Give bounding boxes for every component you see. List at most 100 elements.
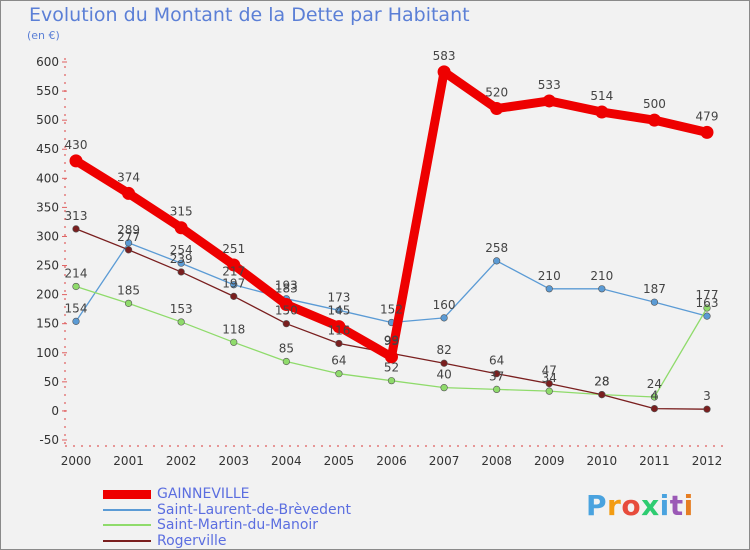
data-point xyxy=(124,246,133,254)
data-point xyxy=(437,65,451,79)
data-label: 173 xyxy=(327,290,350,304)
data-label: 197 xyxy=(222,276,245,290)
data-label: 583 xyxy=(433,49,456,63)
data-label: 82 xyxy=(436,343,451,357)
data-label: 34 xyxy=(542,371,557,385)
x-tick-label: 2006 xyxy=(376,454,407,468)
y-tick-label: 350 xyxy=(36,200,59,214)
chart-title: Evolution du Montant de la Dette par Hab… xyxy=(29,4,470,26)
data-point xyxy=(177,268,185,276)
data-point xyxy=(545,285,553,293)
data-label: 3 xyxy=(703,389,711,403)
data-point xyxy=(440,384,448,392)
data-point xyxy=(387,377,396,385)
data-label: 47 xyxy=(542,364,557,378)
y-tick-label: 150 xyxy=(36,317,59,331)
data-label: 145 xyxy=(327,304,350,318)
data-label: 289 xyxy=(117,223,140,237)
logo-letter: i xyxy=(659,489,670,522)
legend-item: GAINNEVILLE xyxy=(103,487,250,501)
data-point xyxy=(595,105,609,119)
y-tick-label: 500 xyxy=(36,113,59,127)
data-point xyxy=(72,225,80,233)
data-label: 254 xyxy=(170,243,193,257)
legend-swatch xyxy=(103,489,151,499)
data-label: 154 xyxy=(65,301,88,315)
data-label: 52 xyxy=(384,361,399,375)
data-label: 313 xyxy=(65,209,88,223)
data-point xyxy=(703,312,711,320)
legend-label: Rogerville xyxy=(157,532,227,549)
data-label: 500 xyxy=(643,97,666,111)
chart-subtitle: (en €) xyxy=(27,29,60,42)
x-tick-label: 2009 xyxy=(534,454,565,468)
data-label: 64 xyxy=(331,354,346,368)
data-point xyxy=(335,306,343,314)
data-label: 514 xyxy=(590,89,613,103)
data-label: 520 xyxy=(485,86,508,100)
data-label: 315 xyxy=(170,205,193,219)
data-point xyxy=(282,320,290,328)
x-tick-label: 2007 xyxy=(429,454,460,468)
data-label: 28 xyxy=(594,375,609,389)
data-point xyxy=(703,304,711,312)
data-point xyxy=(69,154,83,168)
y-tick-label: 300 xyxy=(36,229,59,243)
data-point xyxy=(493,370,501,378)
data-point xyxy=(545,387,553,395)
data-point xyxy=(335,370,343,378)
data-label: 118 xyxy=(222,322,245,336)
y-tick-label: 400 xyxy=(36,171,59,185)
x-tick-label: 2003 xyxy=(218,454,249,468)
data-point xyxy=(647,113,661,127)
y-tick-label: -50 xyxy=(39,433,59,447)
logo-letter: t xyxy=(669,489,684,522)
data-label: 193 xyxy=(275,279,298,293)
x-tick-label: 2005 xyxy=(324,454,355,468)
data-point xyxy=(122,186,136,200)
data-point xyxy=(335,339,343,348)
y-tick-label: 250 xyxy=(36,259,59,273)
data-label: 239 xyxy=(170,252,193,266)
legend-swatch xyxy=(103,524,151,526)
data-label: 64 xyxy=(489,354,504,368)
data-label: 152 xyxy=(380,303,403,317)
legend-item: Rogerville xyxy=(103,534,227,548)
x-tick-label: 2001 xyxy=(113,454,144,468)
data-label: 99 xyxy=(384,333,399,347)
y-tick-label: 550 xyxy=(36,84,59,98)
x-tick-label: 2008 xyxy=(481,454,512,468)
y-tick-label: 200 xyxy=(36,288,59,302)
data-point xyxy=(230,338,238,346)
data-label: 4 xyxy=(651,389,659,403)
x-tick-label: 2011 xyxy=(639,454,670,468)
data-label: 40 xyxy=(436,368,451,382)
data-point xyxy=(440,359,448,367)
data-point xyxy=(700,125,714,139)
data-point xyxy=(72,282,80,291)
data-point xyxy=(385,350,398,364)
data-label: 217 xyxy=(222,265,245,279)
data-label: 185 xyxy=(117,283,140,297)
logo-letter: o xyxy=(621,489,642,522)
data-point xyxy=(598,285,606,293)
data-label: 116 xyxy=(327,323,350,337)
data-point xyxy=(542,94,556,108)
legend-item: Saint-Martin-du-Manoir xyxy=(103,518,318,532)
data-label: 479 xyxy=(696,109,719,123)
data-label: 93 xyxy=(384,334,399,348)
y-tick-label: 50 xyxy=(44,375,59,389)
data-point xyxy=(227,258,241,272)
data-label: 163 xyxy=(696,296,719,310)
data-label: 177 xyxy=(696,288,719,302)
logo-letter: r xyxy=(607,489,622,522)
data-label: 150 xyxy=(275,304,298,318)
data-label: 160 xyxy=(433,298,456,312)
data-point xyxy=(490,102,504,116)
x-tick-label: 2000 xyxy=(61,454,92,468)
data-point xyxy=(174,221,188,235)
data-point xyxy=(124,239,133,247)
data-point xyxy=(282,357,290,366)
